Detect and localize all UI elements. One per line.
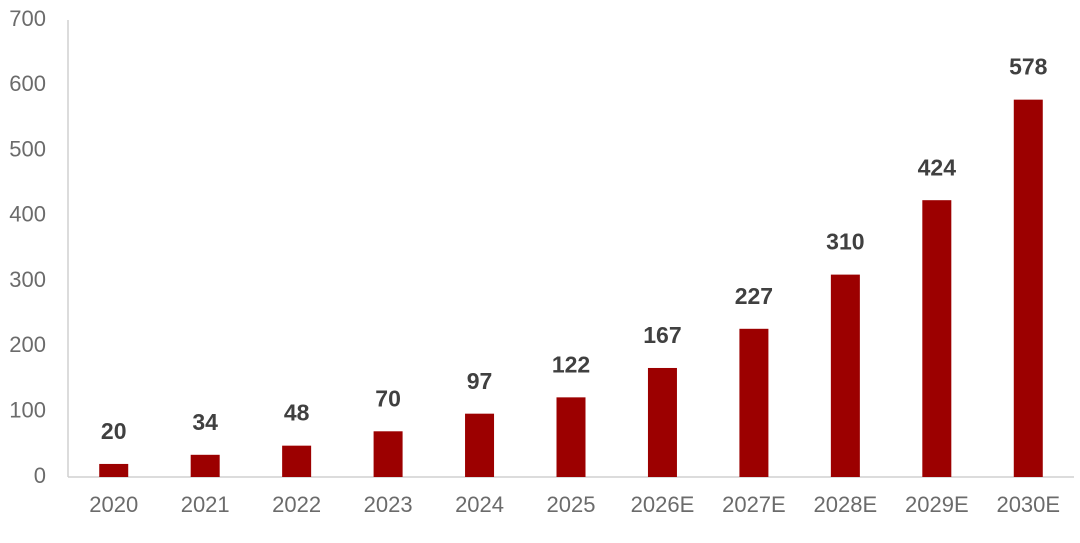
x-tick-label: 2028E (814, 492, 878, 517)
value-label: 310 (826, 229, 864, 255)
bar (830, 274, 860, 477)
value-label: 424 (918, 154, 957, 180)
bar (282, 445, 312, 477)
bar (556, 397, 586, 477)
x-tick-label: 2026E (631, 492, 695, 517)
bar (1013, 99, 1043, 478)
y-tick-label: 400 (9, 202, 46, 227)
x-tick-label: 2020 (89, 492, 138, 517)
x-tick-label: 2029E (905, 492, 969, 517)
value-label: 34 (192, 409, 218, 435)
y-tick-label: 500 (9, 136, 46, 161)
value-label: 578 (1009, 54, 1048, 80)
y-tick-label: 200 (9, 332, 46, 357)
value-label: 97 (467, 368, 493, 394)
y-tick-label: 0 (34, 463, 46, 488)
x-tick-label: 2022 (272, 492, 321, 517)
x-tick-label: 2024 (455, 492, 504, 517)
y-tick-label: 700 (9, 6, 46, 31)
value-label: 167 (643, 322, 681, 348)
bar (739, 328, 769, 477)
value-label: 227 (735, 283, 773, 309)
y-tick-label: 300 (9, 267, 46, 292)
bar (373, 431, 403, 477)
value-label: 70 (375, 385, 401, 411)
value-label: 48 (284, 400, 310, 426)
bar (647, 367, 677, 477)
bar (922, 200, 952, 477)
value-label: 20 (101, 418, 127, 444)
y-tick-label: 600 (9, 71, 46, 96)
bar (190, 454, 220, 477)
x-tick-label: 2027E (722, 492, 786, 517)
bar (99, 463, 129, 477)
y-tick-label: 100 (9, 398, 46, 423)
bar (465, 413, 495, 477)
value-label: 122 (552, 351, 590, 377)
x-tick-label: 2025 (547, 492, 596, 517)
x-tick-label: 2030E (996, 492, 1060, 517)
x-tick-label: 2023 (364, 492, 413, 517)
x-tick-label: 2021 (181, 492, 230, 517)
